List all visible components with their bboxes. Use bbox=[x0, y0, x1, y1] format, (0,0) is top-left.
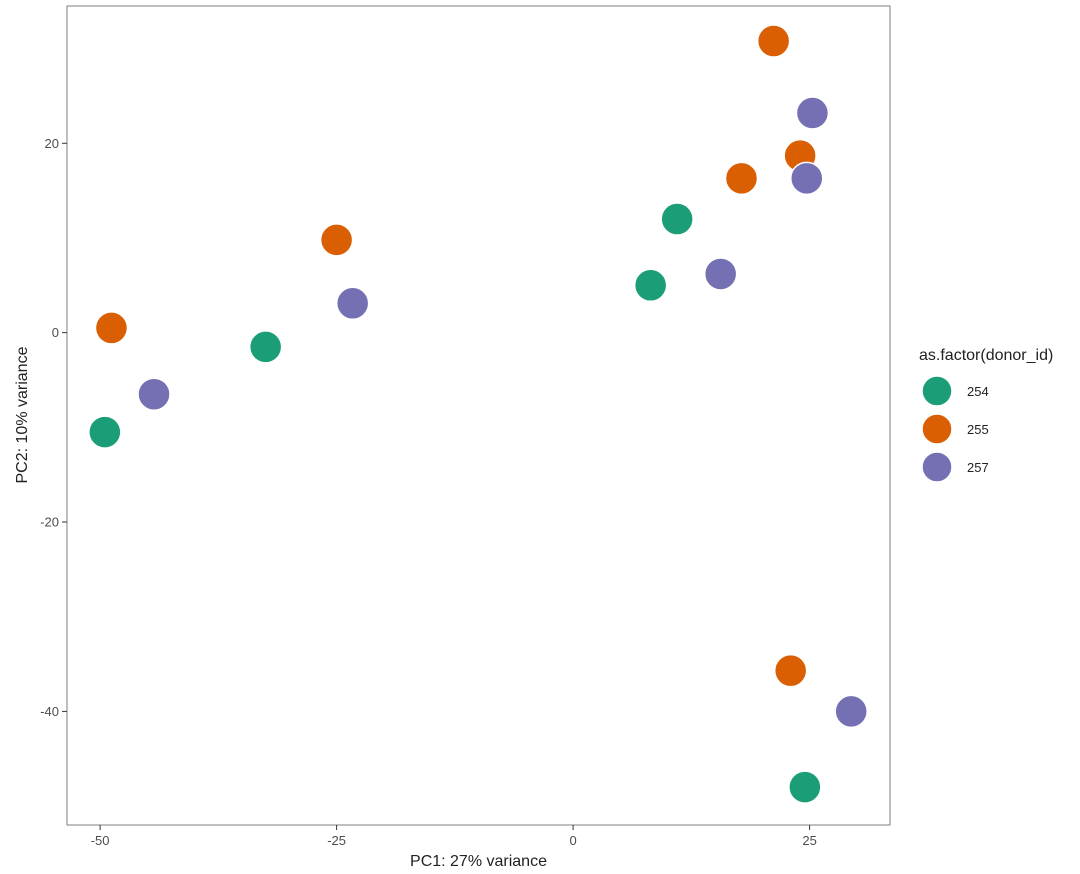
y-tick-label: 20 bbox=[45, 136, 59, 151]
data-point-254 bbox=[248, 330, 283, 364]
legend-items: 254 255 257 bbox=[921, 375, 989, 483]
data-point-254 bbox=[88, 415, 122, 449]
data-point-255 bbox=[94, 311, 129, 345]
y-tick-label: -20 bbox=[40, 515, 59, 530]
x-axis-ticks: -50 -25 0 25 bbox=[91, 825, 817, 848]
plot-panel bbox=[66, 5, 891, 826]
data-point-254 bbox=[788, 770, 822, 804]
data-point-257 bbox=[137, 377, 171, 411]
data-point-255 bbox=[319, 223, 354, 257]
data-point-257 bbox=[335, 286, 370, 321]
x-tick-label: 25 bbox=[802, 833, 816, 848]
y-axis-title: PC2: 10% variance bbox=[14, 346, 31, 483]
data-point-257 bbox=[795, 96, 830, 130]
legend-key-254 bbox=[921, 375, 953, 407]
points-layer bbox=[88, 24, 868, 804]
data-point-255 bbox=[773, 653, 808, 688]
data-point-255 bbox=[724, 161, 759, 196]
data-point-257 bbox=[703, 257, 738, 291]
data-point-254 bbox=[660, 202, 694, 236]
x-tick-label: 0 bbox=[569, 833, 576, 848]
legend-key-255 bbox=[921, 413, 953, 445]
y-tick-label: 0 bbox=[52, 325, 59, 340]
legend-label-254: 254 bbox=[967, 384, 989, 399]
x-axis-title: PC1: 27% variance bbox=[410, 853, 547, 870]
legend: as.factor(donor_id) 254 255 257 bbox=[919, 347, 1053, 483]
y-axis-ticks: -40 -20 0 20 bbox=[40, 136, 67, 719]
data-point-257 bbox=[790, 161, 824, 196]
x-tick-label: -50 bbox=[91, 833, 110, 848]
data-point-255 bbox=[756, 24, 791, 58]
x-tick-label: -25 bbox=[327, 833, 346, 848]
data-point-257 bbox=[834, 694, 868, 729]
legend-key-257 bbox=[921, 451, 953, 483]
legend-title: as.factor(donor_id) bbox=[919, 347, 1053, 364]
legend-label-257: 257 bbox=[967, 460, 989, 475]
data-point-254 bbox=[633, 268, 668, 303]
legend-label-255: 255 bbox=[967, 422, 989, 437]
y-tick-label: -40 bbox=[40, 704, 59, 719]
